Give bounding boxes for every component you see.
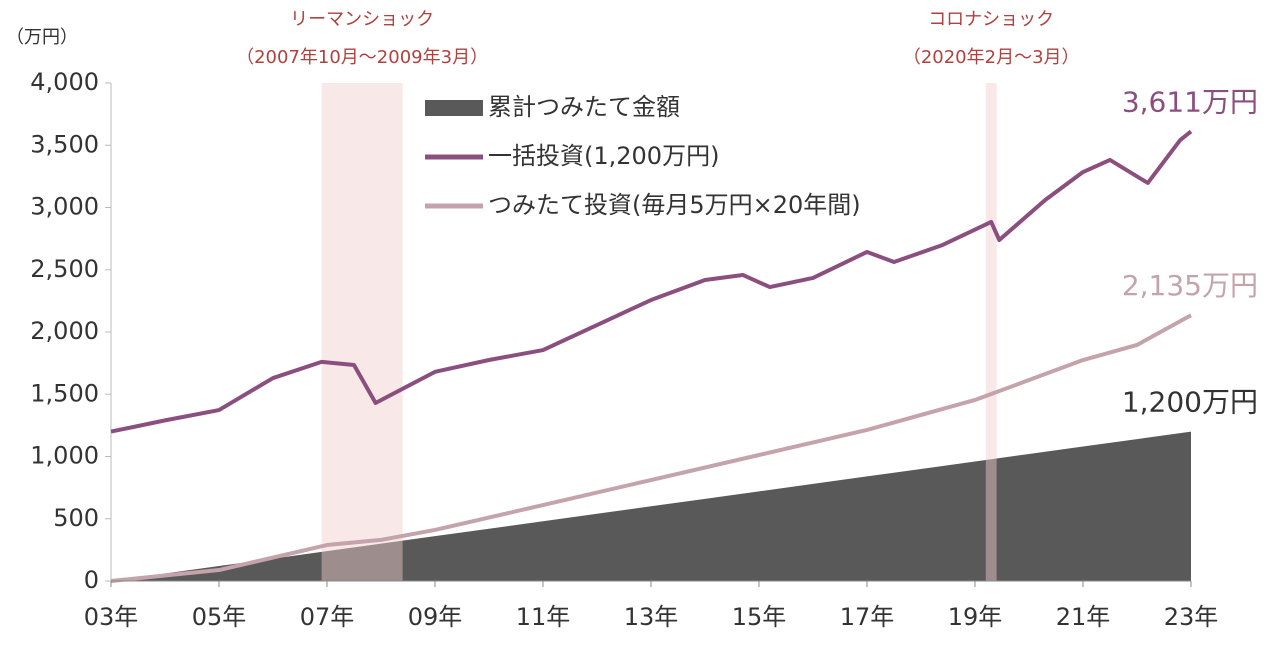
x-tick-label: 19年 (948, 603, 1003, 631)
x-tick-label: 07年 (300, 603, 355, 631)
y-tick-label: 500 (53, 504, 99, 532)
x-tick-label: 17年 (840, 603, 895, 631)
x-tick-label: 03年 (84, 603, 139, 631)
legend-swatch (425, 100, 483, 116)
y-unit: （万円） (6, 27, 78, 48)
annotation-period: （2007年10月～2009年3月） (236, 47, 488, 68)
y-tick-label: 4,000 (30, 68, 99, 96)
x-tick-label: 05年 (192, 603, 247, 631)
annotation-period: （2020年2月～3月） (903, 47, 1080, 68)
y-tick-label: 2,000 (30, 317, 99, 345)
x-tick-label: 15年 (732, 603, 787, 631)
legend-label: 累計つみたて金額 (488, 93, 680, 121)
y-tick-label: 3,500 (30, 130, 99, 158)
x-tick-label: 21年 (1056, 603, 1111, 631)
line (110, 129, 1193, 434)
y-tick-label: 2,500 (30, 255, 99, 283)
x-tick-label: 11年 (516, 603, 571, 631)
line (110, 313, 1192, 583)
y-tick-label: 0 (84, 566, 99, 594)
y-tick-label: 1,000 (30, 442, 99, 470)
annotation-title: コロナショック (928, 9, 1054, 30)
area (111, 431, 1191, 581)
x-tick-label: 13年 (624, 603, 679, 631)
y-tick-label: 1,500 (30, 379, 99, 407)
shade (985, 83, 997, 581)
end-label: 1,200万円 (1122, 386, 1258, 419)
shade (321, 83, 403, 581)
x-tick-label: 23年 (1164, 603, 1219, 631)
y-tick-label: 3,000 (30, 193, 99, 221)
annotation-title: リーマンショック (290, 9, 434, 30)
end-label: 3,611万円 (1122, 85, 1258, 118)
end-label: 2,135万円 (1122, 269, 1258, 302)
legend-label: 一括投資(1,200万円) (488, 142, 719, 170)
legend-label: つみたて投資(毎月5万円×20年間) (488, 191, 861, 219)
x-tick-label: 09年 (408, 603, 463, 631)
